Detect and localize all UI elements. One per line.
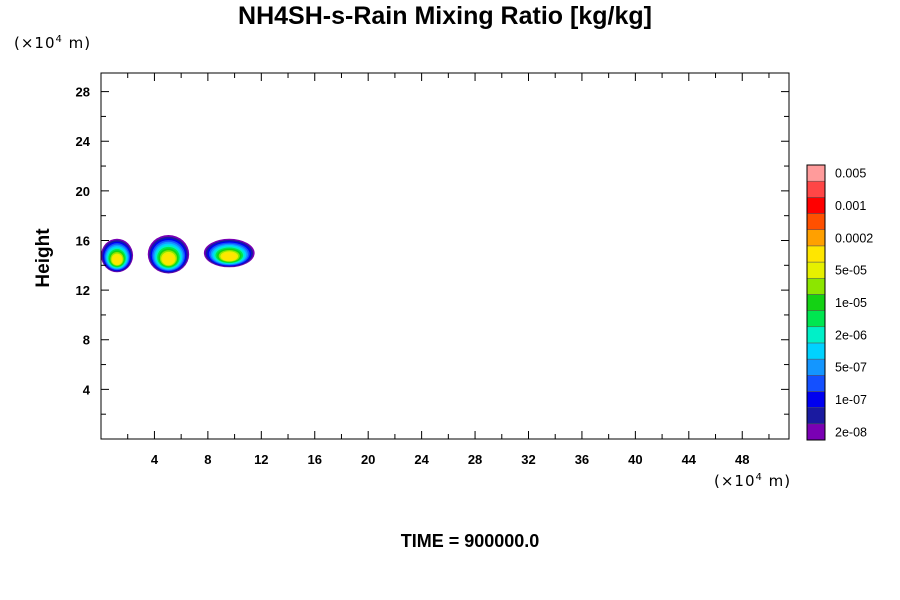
- x-tick-label: 8: [204, 452, 211, 467]
- y-tick-label: 20: [76, 184, 90, 199]
- contour-level: [162, 253, 175, 265]
- colorbar-swatch: [806, 326, 826, 344]
- colorbar-swatch: [806, 423, 826, 441]
- colorbar-frame: [806, 164, 826, 441]
- x-tick-label: 28: [468, 452, 482, 467]
- plot-frame: [100, 72, 790, 440]
- colorbar-swatch: [806, 261, 826, 279]
- colorbar-swatch: [806, 277, 826, 295]
- colorbar-swatch: [806, 213, 826, 230]
- x-tick-label: 16: [308, 452, 322, 467]
- y-tick-label: 8: [83, 333, 90, 348]
- chart-title: NH4SH-s-Rain Mixing Ratio [kg/kg]: [238, 2, 652, 30]
- colorbar-swatch: [806, 229, 826, 247]
- y-tick-label: 16: [76, 233, 90, 248]
- time-label: TIME = 900000.0: [400, 531, 540, 551]
- colorbar-label: 5e-05: [835, 264, 867, 278]
- y-tick-label: 28: [76, 85, 90, 100]
- colorbar-swatch: [806, 342, 826, 360]
- colorbar-label: 1e-05: [835, 296, 867, 310]
- colorbar-swatch: [806, 358, 826, 376]
- colorbar-swatch: [806, 180, 826, 198]
- x-tick-label: 12: [254, 452, 268, 467]
- x-tick-label: 32: [521, 452, 535, 467]
- colorbar-swatch: [806, 391, 826, 408]
- axis-ticks: [101, 73, 789, 439]
- y-tick-label: 4: [83, 382, 91, 397]
- y-tick-label: 24: [76, 134, 91, 149]
- colorbar-label: 1e-07: [835, 393, 867, 407]
- data-field: [101, 235, 255, 274]
- x-tick-label: 44: [682, 452, 697, 467]
- x-tick-label: 48: [735, 452, 749, 467]
- colorbar: 2e-08 1e-07 5e-07 2e-06 1e-05 5e-05 0.0002 0.00…: [806, 164, 873, 441]
- colorbar-swatch: [806, 197, 826, 214]
- colorbar-swatch: [806, 310, 826, 328]
- colorbar-label: 2e-06: [835, 328, 867, 342]
- y-axis-label: Height: [33, 228, 54, 288]
- data-blob: [203, 238, 255, 268]
- y-tick-label: 12: [76, 283, 90, 298]
- colorbar-label: 0.001: [835, 199, 866, 213]
- colorbar-label: 2e-08: [835, 425, 867, 439]
- contour-level: [112, 254, 122, 265]
- data-blob: [101, 238, 134, 273]
- colorbar-label: 0.005: [835, 167, 866, 181]
- colorbar-label: 5e-07: [835, 361, 867, 375]
- colorbar-swatch: [806, 164, 826, 182]
- data-blob: [147, 235, 190, 274]
- contour-level: [222, 252, 237, 261]
- colorbar-swatch: [806, 407, 826, 425]
- x-tick-label: 4: [151, 452, 159, 467]
- x-tick-label: 40: [628, 452, 642, 467]
- x-tick-label: 20: [361, 452, 375, 467]
- colorbar-swatch: [806, 294, 826, 311]
- x-tick-label: 24: [414, 452, 429, 467]
- colorbar-swatch: [806, 375, 826, 392]
- colorbar-label: 0.0002: [835, 231, 873, 245]
- x-tick-label: 36: [575, 452, 589, 467]
- y-axis-unit: (×104 m): [14, 34, 92, 52]
- colorbar-swatch: [806, 245, 826, 263]
- x-axis-unit: (×104 m): [714, 472, 792, 490]
